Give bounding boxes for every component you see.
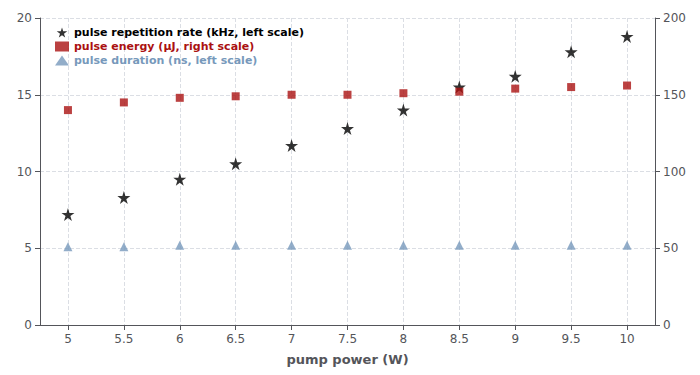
svg-text:pump power (W): pump power (W) — [286, 352, 408, 367]
svg-text:6.5: 6.5 — [226, 332, 245, 346]
svg-text:10: 10 — [17, 165, 32, 179]
svg-text:20: 20 — [17, 11, 32, 25]
svg-text:0: 0 — [663, 318, 671, 332]
svg-text:pulse energy (μJ, right scale): pulse energy (μJ, right scale) — [74, 40, 254, 53]
svg-text:8: 8 — [400, 332, 408, 346]
svg-text:50: 50 — [663, 241, 678, 255]
svg-text:7.5: 7.5 — [338, 332, 357, 346]
svg-text:pulse duration (ns, left scale: pulse duration (ns, left scale) — [74, 54, 257, 67]
svg-text:9.5: 9.5 — [562, 332, 581, 346]
svg-text:100: 100 — [663, 165, 686, 179]
svg-text:150: 150 — [663, 88, 686, 102]
svg-text:pulse repetition rate (kHz, le: pulse repetition rate (kHz, left scale) — [74, 26, 304, 39]
svg-text:8.5: 8.5 — [450, 332, 469, 346]
svg-text:9: 9 — [511, 332, 519, 346]
svg-text:6: 6 — [176, 332, 184, 346]
svg-text:5: 5 — [64, 332, 72, 346]
svg-text:7: 7 — [288, 332, 296, 346]
svg-text:0: 0 — [24, 318, 32, 332]
svg-text:15: 15 — [17, 88, 32, 102]
svg-text:10: 10 — [619, 332, 634, 346]
svg-text:200: 200 — [663, 11, 686, 25]
svg-text:5: 5 — [24, 241, 32, 255]
svg-text:5.5: 5.5 — [114, 332, 133, 346]
